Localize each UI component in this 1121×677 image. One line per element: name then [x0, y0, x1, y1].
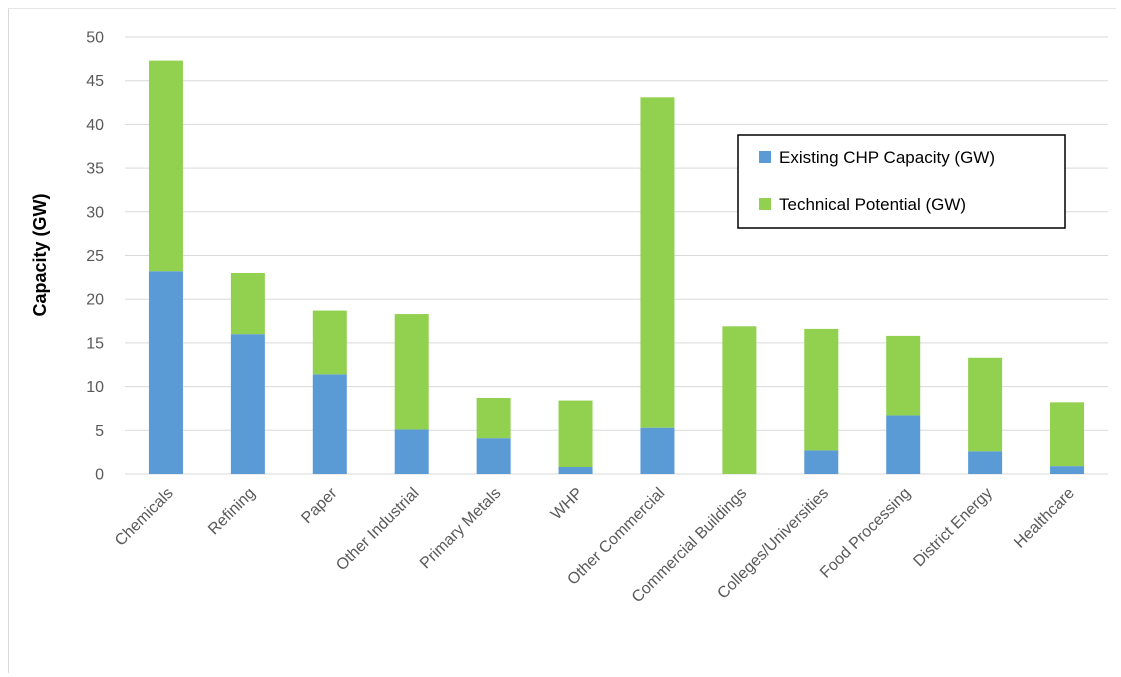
bar-existing-other-commercial	[640, 427, 675, 474]
bar-technical-refining	[230, 272, 265, 335]
bar-existing-healthcare	[1050, 466, 1085, 474]
x-tick-label: Food Processing	[817, 485, 914, 582]
y-tick-label: 50	[86, 30, 104, 47]
bar-existing-other-industrial	[394, 429, 429, 474]
x-tick-label: Refining	[205, 485, 259, 539]
gridlines	[125, 36, 1108, 475]
y-tick-label: 0	[95, 467, 104, 484]
legend-label-existing: Existing CHP Capacity (GW)	[779, 148, 995, 167]
legend: Existing CHP Capacity (GW) Technical Pot…	[737, 134, 1066, 229]
bar-existing-district-energy	[968, 451, 1003, 474]
y-tick-label: 45	[86, 73, 104, 90]
x-tick-label: Primary Metals	[417, 485, 504, 572]
chart-frame	[8, 8, 1116, 673]
bar-existing-primary-metals	[476, 438, 511, 474]
bar-technical-district-energy	[968, 357, 1003, 452]
bar-existing-whp	[558, 467, 593, 474]
bar-existing-paper	[312, 374, 347, 474]
bars	[148, 60, 1085, 474]
x-tick-label: Other Industrial	[333, 485, 422, 574]
y-tick-label: 5	[95, 423, 104, 440]
bar-existing-chemicals	[148, 271, 183, 474]
legend-label-technical: Technical Potential (GW)	[779, 195, 966, 214]
bar-technical-other-commercial	[640, 97, 675, 428]
bar-existing-colleges-universities	[804, 450, 839, 474]
y-tick-label: 20	[86, 292, 104, 309]
legend-swatch-technical	[759, 198, 771, 210]
x-tick-label: Healthcare	[1011, 485, 1078, 552]
x-tick-label: Chemicals	[112, 485, 177, 550]
y-tick-label: 10	[86, 379, 104, 396]
y-tick-label: 30	[86, 204, 104, 221]
bar-technical-primary-metals	[476, 397, 511, 439]
x-tick-label: Paper	[298, 484, 341, 527]
bar-existing-food-processing	[886, 415, 921, 474]
bar-technical-whp	[558, 400, 593, 468]
y-tick-label: 15	[86, 335, 104, 352]
bar-existing-refining	[230, 334, 265, 474]
x-tick-label: WHP	[548, 485, 586, 523]
bar-technical-chemicals	[148, 60, 183, 272]
y-tick-label: 25	[86, 248, 104, 265]
bar-technical-paper	[312, 310, 347, 375]
legend-swatch-existing	[759, 151, 771, 163]
bar-technical-commercial-buildings	[722, 326, 757, 474]
bar-technical-healthcare	[1050, 402, 1085, 467]
bar-technical-food-processing	[886, 335, 921, 416]
legend-box	[737, 134, 1066, 229]
y-tick-label: 35	[86, 161, 104, 178]
bar-technical-colleges-universities	[804, 328, 839, 451]
y-axis-ticks: 0 5 10 15 20 25 30 35 40 45 50	[86, 30, 104, 484]
x-tick-label: District Energy	[910, 485, 996, 571]
y-tick-label: 40	[86, 117, 104, 134]
bar-technical-other-industrial	[394, 314, 429, 430]
y-axis-label: Capacity (GW)	[30, 193, 50, 316]
